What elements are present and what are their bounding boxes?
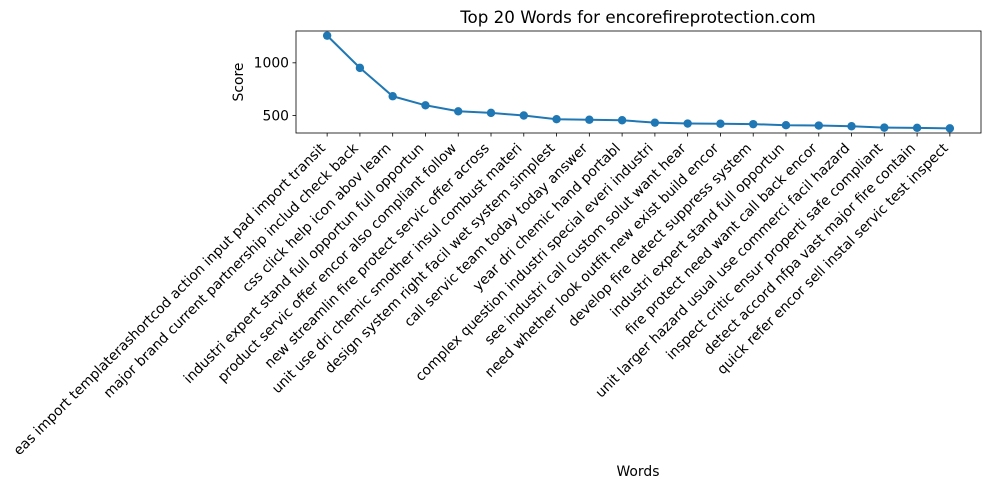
series-line: [326, 34, 951, 130]
data-point: [716, 119, 725, 128]
data-point: [781, 121, 791, 130]
data-point: [683, 119, 692, 128]
data-point: [880, 123, 889, 132]
data-point: [814, 121, 823, 130]
plot-frame: [295, 30, 982, 134]
data-point: [585, 115, 594, 124]
data-point: [322, 31, 332, 40]
data-point: [421, 101, 430, 110]
data-point: [945, 124, 955, 133]
data-point: [847, 122, 856, 131]
x-axis-label: Words: [617, 464, 660, 480]
y-tick-label: 500: [262, 108, 289, 124]
data-point: [552, 115, 561, 124]
data-point: [617, 116, 627, 125]
y-axis-label: Score: [231, 63, 247, 102]
data-point: [749, 119, 758, 129]
y-tick-label: 1000: [254, 56, 289, 72]
data-point: [454, 107, 463, 116]
data-point: [355, 63, 365, 73]
data-point: [519, 111, 528, 120]
data-point: [912, 123, 922, 133]
data-point: [388, 92, 397, 101]
data-point: [486, 108, 496, 118]
data-point: [650, 118, 660, 127]
chart-title: Top 20 Words for encorefireprotection.co…: [459, 7, 816, 27]
